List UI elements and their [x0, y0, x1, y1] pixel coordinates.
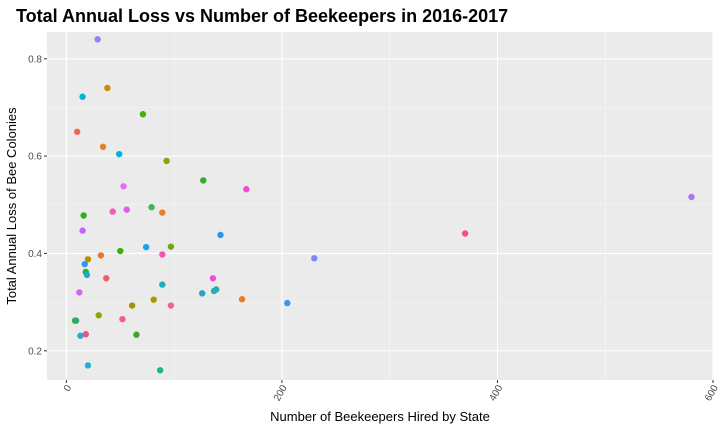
data-point [311, 255, 318, 262]
minor-gridlines [47, 32, 713, 380]
data-point [209, 275, 217, 282]
data-point [163, 157, 170, 165]
data-point [217, 231, 224, 239]
data-point [77, 332, 84, 339]
data-point [71, 317, 79, 324]
data-point [116, 150, 123, 158]
data-point [109, 208, 116, 215]
data-point [79, 227, 86, 234]
y-axis-title: Total Annual Loss of Bee Colonies [4, 107, 19, 305]
data-point [82, 331, 89, 338]
data-point [243, 186, 250, 193]
data-point [117, 247, 124, 255]
data-point [76, 289, 83, 296]
data-point [94, 36, 101, 43]
x-tick-label: 200 [272, 383, 290, 403]
data-point [200, 177, 207, 184]
data-point [83, 271, 91, 279]
y-tick-label: 0.6 [28, 152, 42, 163]
data-point [159, 209, 166, 216]
data-point [120, 183, 127, 190]
data-point [80, 212, 87, 219]
chart-title: Total Annual Loss vs Number of Beekeeper… [16, 6, 508, 26]
y-tick-label: 0.2 [28, 346, 42, 357]
data-point [159, 281, 166, 288]
data-point [119, 315, 126, 323]
data-point [95, 312, 102, 319]
data-point [139, 111, 147, 118]
data-points [71, 36, 695, 374]
data-point [104, 84, 111, 92]
data-point [142, 243, 150, 251]
data-point [84, 362, 92, 369]
x-tick-label: 400 [487, 383, 505, 403]
data-point [133, 331, 140, 338]
data-point [148, 204, 155, 211]
data-point [238, 296, 246, 303]
data-point [284, 299, 291, 307]
data-point [461, 230, 469, 237]
data-point [103, 275, 110, 282]
data-point [123, 206, 130, 213]
data-point [84, 256, 92, 263]
y-tick-label: 0.4 [28, 249, 42, 260]
data-point [688, 193, 695, 201]
x-tick-label: 0 [62, 383, 75, 394]
data-point [167, 243, 175, 250]
data-point [159, 251, 166, 258]
y-tick-label: 0.8 [28, 54, 42, 65]
data-point [156, 367, 164, 374]
data-point [79, 93, 86, 100]
data-point [99, 143, 107, 151]
data-point [167, 302, 175, 309]
x-axis-title: Number of Beekeepers Hired by State [270, 409, 490, 424]
data-point [128, 302, 136, 309]
plot-panel [47, 32, 713, 380]
data-point [73, 128, 81, 135]
data-point [81, 260, 88, 268]
data-point [198, 290, 206, 297]
x-tick-label: 600 [703, 383, 720, 403]
major-gridlines [47, 32, 714, 380]
data-point [97, 252, 105, 259]
data-point [210, 287, 218, 295]
data-point [150, 296, 157, 303]
